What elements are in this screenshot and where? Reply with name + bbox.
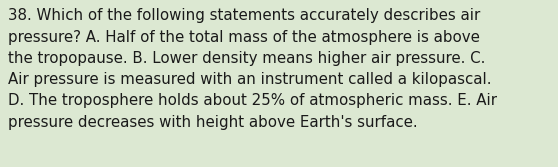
Text: 38. Which of the following statements accurately describes air
pressure? A. Half: 38. Which of the following statements ac… <box>8 8 497 130</box>
